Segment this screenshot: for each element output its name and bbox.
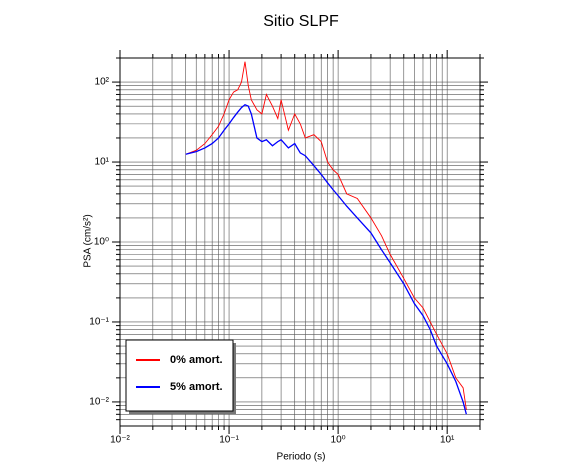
legend-box — [125, 339, 234, 412]
legend-label: 5% amort. — [170, 381, 223, 393]
y-tick-label: 10⁰ — [94, 237, 109, 248]
x-tick-label: 10¹ — [440, 435, 455, 446]
series-line — [185, 61, 467, 410]
x-tick-label: 10⁻² — [110, 435, 130, 446]
x-tick-label: 10⁻¹ — [219, 435, 239, 446]
y-tick-label: 10² — [95, 77, 110, 88]
plot-frame — [119, 57, 481, 427]
chart-title: Sitio SLPF — [263, 13, 339, 30]
x-axis-label: Periodo (s) — [277, 452, 326, 463]
y-axis-label: PSA (cm/s²) — [83, 214, 94, 267]
y-tick-label: 10⁻² — [89, 397, 109, 408]
legend-label: 0% amort. — [170, 354, 223, 366]
x-tick-label: 10⁰ — [331, 435, 346, 446]
series-line — [185, 104, 467, 415]
y-tick-label: 10⁻¹ — [89, 317, 109, 328]
y-tick-label: 10¹ — [95, 157, 110, 168]
